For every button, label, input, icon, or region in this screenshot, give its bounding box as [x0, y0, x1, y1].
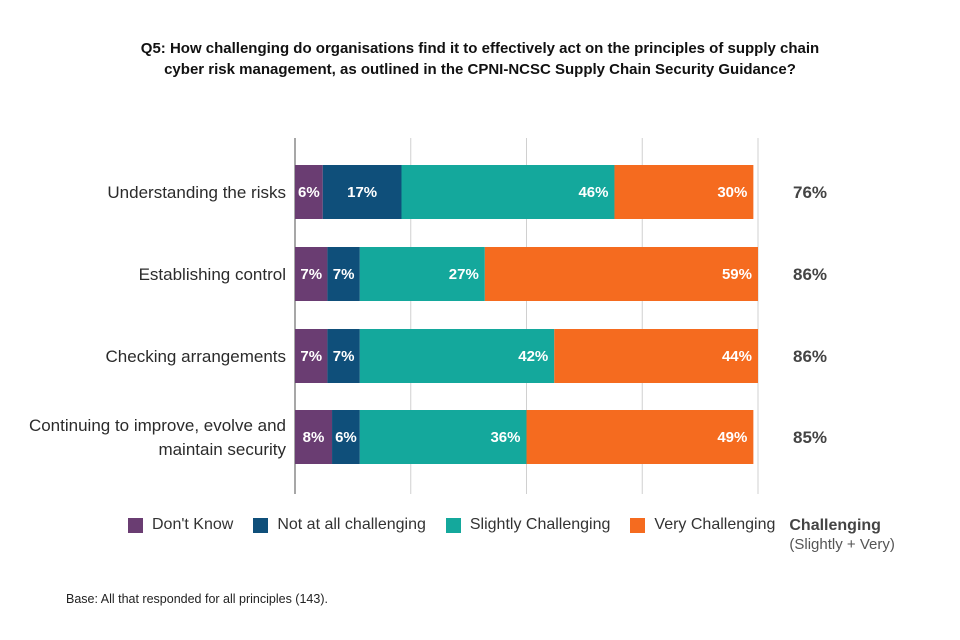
category-label: Checking arrangements [106, 347, 286, 366]
bar-segment [359, 247, 485, 301]
bar-segment [295, 329, 328, 383]
bar-segment [614, 165, 754, 219]
legend-swatch [253, 517, 269, 533]
bar-segment [359, 410, 527, 464]
segment-label: 7% [300, 266, 322, 283]
bar-segment [327, 329, 360, 383]
segment-label: 6% [298, 184, 320, 201]
legend-item-very: Very Challenging [630, 516, 775, 534]
segment-label: 36% [490, 429, 520, 446]
segment-label: 42% [518, 348, 548, 365]
segment-label: 8% [303, 429, 325, 446]
legend: Don't Know Not at all challenging Slight… [128, 516, 895, 554]
legend-total-subtitle: (Slightly + Very) [789, 536, 895, 553]
bar-segment [295, 410, 333, 464]
category-label: Understanding the risks [107, 183, 286, 202]
segment-label: 49% [717, 429, 747, 446]
segment-label: 7% [333, 266, 355, 283]
legend-total-title: Challenging [789, 517, 881, 534]
bar-segment [295, 247, 328, 301]
segment-label: 7% [333, 348, 355, 365]
bar-segment [526, 410, 754, 464]
segment-label: 44% [722, 348, 752, 365]
legend-item-dont-know: Don't Know [128, 516, 233, 534]
legend-label: Slightly Challenging [469, 516, 611, 533]
chart-plot: Understanding the risks 6% 17% 46% 30% 76% Est… [29, 138, 827, 494]
legend-item-slightly: Slightly Challenging [445, 516, 611, 534]
legend-label: Don't Know [152, 516, 234, 533]
legend-swatch [630, 517, 646, 533]
segment-label: 7% [300, 348, 322, 365]
segment-label: 59% [722, 266, 752, 283]
legend-total-heading: Challenging (Slightly + Very) [789, 516, 894, 554]
segment-label: 27% [449, 266, 479, 283]
segment-label: 6% [335, 429, 357, 446]
total-challenging-label: 85% [793, 428, 827, 447]
category-label: Continuing to improve, evolve and [29, 416, 286, 435]
bar-segment [401, 165, 615, 219]
bar-segment [359, 329, 555, 383]
segment-label: 17% [347, 184, 377, 201]
legend-swatch [445, 517, 461, 533]
legend-label: Not at all challenging [277, 516, 426, 533]
legend-label: Very Challenging [654, 516, 776, 533]
chart-title-line-2: cyber risk management, as outlined in th… [164, 61, 796, 78]
bar-segment [327, 247, 360, 301]
total-challenging-label: 76% [793, 183, 827, 202]
category-label: Establishing control [139, 265, 286, 284]
segment-label: 46% [578, 184, 608, 201]
legend-item-not-at-all: Not at all challenging [253, 516, 426, 534]
bar-segment [322, 165, 402, 219]
legend-swatch [128, 517, 143, 533]
bar-segment [332, 410, 360, 464]
base-note: Base: All that responded for all princip… [66, 592, 328, 606]
chart-title: Q5: How challenging do organisations fin… [90, 38, 870, 80]
category-label: maintain security [158, 440, 286, 459]
segment-label: 30% [717, 184, 747, 201]
bar-segment [554, 329, 758, 383]
total-challenging-label: 86% [793, 347, 827, 366]
bar-segment [295, 165, 323, 219]
bar-segment [484, 247, 758, 301]
total-challenging-label: 86% [793, 265, 827, 284]
chart-title-line-1: Q5: How challenging do organisations fin… [140, 40, 820, 57]
